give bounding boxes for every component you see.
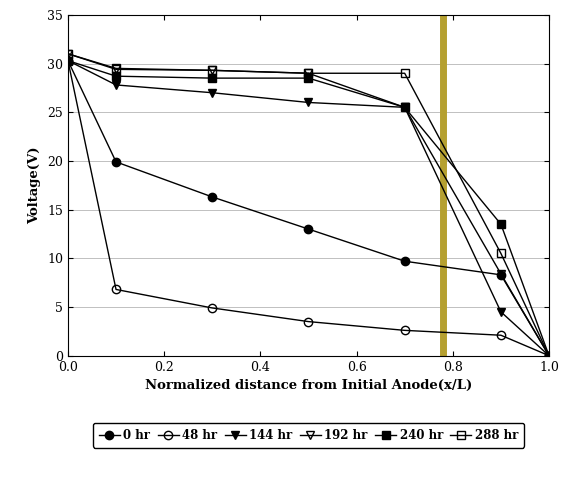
144 hr — [401, 104, 408, 110]
48 hr — [401, 328, 408, 333]
288 hr — [65, 51, 71, 57]
192 hr — [113, 66, 119, 72]
Line: 48 hr: 48 hr — [64, 56, 553, 360]
288 hr — [546, 353, 552, 359]
288 hr — [113, 65, 119, 71]
288 hr — [305, 70, 312, 76]
240 hr — [65, 58, 71, 64]
0 hr — [305, 226, 312, 232]
288 hr — [209, 67, 216, 73]
0 hr — [546, 353, 552, 359]
240 hr — [546, 353, 552, 359]
48 hr — [113, 287, 119, 292]
192 hr — [305, 70, 312, 76]
192 hr — [401, 104, 408, 110]
48 hr — [65, 58, 71, 64]
48 hr — [498, 332, 504, 338]
Y-axis label: Voltage(V): Voltage(V) — [28, 147, 41, 224]
Line: 240 hr: 240 hr — [64, 56, 553, 360]
144 hr — [65, 58, 71, 64]
240 hr — [305, 75, 312, 81]
0 hr — [401, 258, 408, 264]
48 hr — [546, 353, 552, 359]
Legend: 0 hr, 48 hr, 144 hr, 192 hr, 240 hr, 288 hr: 0 hr, 48 hr, 144 hr, 192 hr, 240 hr, 288… — [93, 423, 524, 448]
240 hr — [401, 104, 408, 110]
192 hr — [546, 353, 552, 359]
0 hr — [65, 58, 71, 64]
144 hr — [305, 99, 312, 105]
X-axis label: Normalized distance from Initial Anode(x/L): Normalized distance from Initial Anode(x… — [145, 379, 472, 392]
Line: 144 hr: 144 hr — [64, 56, 553, 360]
240 hr — [209, 75, 216, 81]
0 hr — [113, 159, 119, 165]
Line: 0 hr: 0 hr — [64, 56, 553, 360]
48 hr — [305, 319, 312, 325]
288 hr — [498, 250, 504, 256]
192 hr — [498, 271, 504, 277]
48 hr — [209, 305, 216, 311]
0 hr — [209, 194, 216, 200]
144 hr — [498, 309, 504, 315]
240 hr — [498, 221, 504, 227]
Line: 288 hr: 288 hr — [64, 49, 553, 360]
240 hr — [113, 73, 119, 79]
144 hr — [209, 90, 216, 96]
144 hr — [113, 82, 119, 88]
288 hr — [401, 70, 408, 76]
192 hr — [65, 51, 71, 57]
0 hr — [498, 272, 504, 278]
144 hr — [546, 353, 552, 359]
Line: 192 hr: 192 hr — [64, 49, 553, 360]
192 hr — [209, 67, 216, 73]
